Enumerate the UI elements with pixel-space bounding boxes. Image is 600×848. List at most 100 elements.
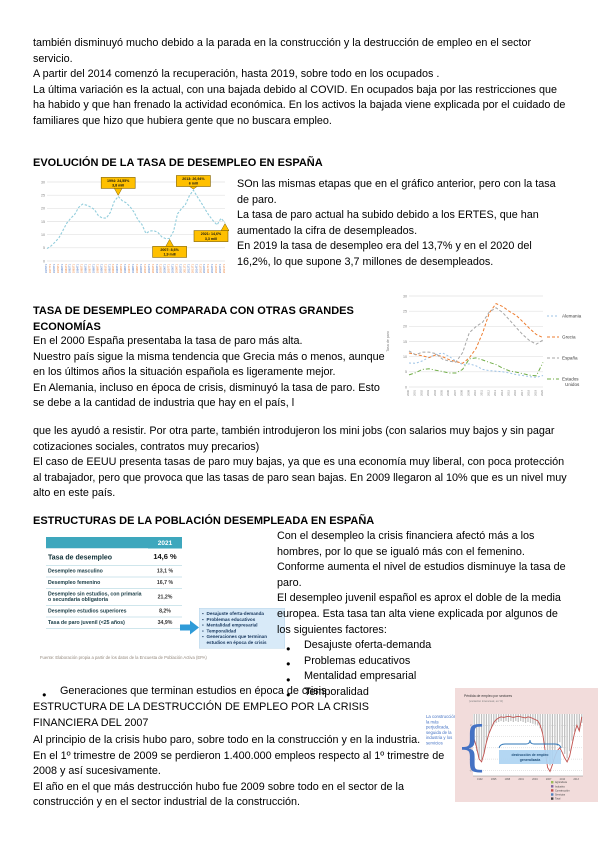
svg-text:2005T1: 2005T1 — [159, 264, 163, 274]
table-cell — [46, 537, 148, 549]
section-heading-comparada: TASA DE DESEMPLEO COMPARADA CON OTRAS GR… — [33, 305, 354, 333]
paragraph: también disminuyó mucho debido a la para… — [33, 37, 532, 65]
svg-text:2013: 2013 — [573, 778, 579, 781]
svg-text:2010T1: 2010T1 — [179, 264, 183, 274]
svg-text:1995T1: 1995T1 — [119, 264, 123, 274]
table-cell: Tasa de paro juvenil (<25 años) — [46, 617, 148, 629]
svg-text:2003: 2003 — [426, 390, 430, 396]
svg-text:2021T1: 2021T1 — [222, 264, 226, 274]
paragraph: Conforme aumenta el nivel de estudios di… — [277, 561, 566, 589]
table-year-header: 2021 — [148, 537, 182, 549]
svg-text:2001: 2001 — [518, 778, 524, 781]
comparison-chart: 0 5 10 15 20 25 30 Tasa de paro 2000 2001 2002 2003… — [383, 286, 597, 420]
factors-list: Desajuste oferta-demanda Problemas educa… — [202, 611, 283, 646]
table-cell: Tasa de desempleo — [46, 548, 148, 566]
factor-item: Generaciones que terminan estudios en ép… — [202, 634, 283, 646]
bullet-item: Generaciones que terminan estudios en ép… — [33, 684, 493, 702]
bullet-continuation-list: Generaciones que terminan estudios en ép… — [33, 684, 493, 702]
svg-text:2013: 26,94%: 2013: 26,94% — [182, 177, 205, 181]
svg-text:2017: 2017 — [520, 390, 524, 396]
svg-text:2002T1: 2002T1 — [147, 264, 151, 274]
svg-text:2020: 2020 — [540, 390, 544, 396]
svg-text:Unidos: Unidos — [565, 382, 580, 387]
table-header-row: 2021 — [46, 537, 182, 549]
paragraph: El año en el que más destrucción hubo fu… — [33, 780, 404, 809]
table-row: Tasa de paro juvenil (<25 años) 34,9% — [46, 617, 182, 629]
svg-text:2014: 2014 — [500, 390, 504, 396]
unemployment-table-figure: 2021 Tasa de desempleo 14,6 % Desempleo … — [46, 537, 182, 629]
svg-text:0: 0 — [405, 385, 407, 389]
svg-text:1976T1: 1976T1 — [44, 264, 48, 274]
svg-text:1984T1: 1984T1 — [76, 264, 80, 274]
svg-text:5: 5 — [43, 246, 45, 250]
svg-text:25: 25 — [403, 310, 407, 314]
svg-text:1992: 1992 — [477, 778, 483, 781]
svg-text:1985T1: 1985T1 — [80, 264, 84, 274]
margin-annotation-wrap: La construcción es la más perjudicada, s… — [426, 714, 464, 746]
svg-text:1994: 24,55%: 1994: 24,55% — [107, 179, 130, 183]
table-row: Desempleo estudios superiores 8,2% — [46, 605, 182, 618]
paragraph: En el 1º trimestre de 2009 se perdieron … — [33, 749, 445, 778]
svg-text:1995: 1995 — [491, 778, 497, 781]
table-cell: 34,9% — [148, 617, 182, 629]
table-cell: Desempleo estudios superiores — [46, 605, 148, 618]
svg-text:2006: 2006 — [446, 390, 450, 396]
table-cell: 14,6 % — [148, 548, 182, 566]
svg-text:2001T1: 2001T1 — [143, 264, 147, 274]
svg-text:Agricultura: Agricultura — [555, 781, 568, 784]
svg-text:2007: 2007 — [546, 778, 552, 781]
svg-text:Servicios: Servicios — [555, 794, 566, 797]
comparada-text-narrow: En el 2000 España presentaba la tasa de … — [33, 334, 389, 412]
svg-text:2014T1: 2014T1 — [194, 264, 198, 274]
section-heading-estructuras: ESTRUCTURAS DE LA POBLACIÓN DESEMPLEADA … — [33, 515, 375, 527]
svg-text:2011: 2011 — [480, 389, 484, 395]
svg-text:1979T1: 1979T1 — [56, 264, 60, 274]
table-cell: Desempleo femenino — [46, 577, 148, 589]
svg-text:2009T1: 2009T1 — [175, 264, 179, 274]
unemployment-table: 2021 Tasa de desempleo 14,6 % Desempleo … — [46, 537, 182, 629]
svg-text:Tasa de paro: Tasa de paro — [386, 331, 390, 352]
svg-text:2011T1: 2011T1 — [182, 264, 186, 273]
svg-text:1987T1: 1987T1 — [88, 264, 92, 274]
table-row: Tasa de desempleo 14,6 % — [46, 548, 182, 566]
paragraph: Con el desempleo la crisis financiera af… — [277, 530, 535, 558]
svg-text:15: 15 — [41, 220, 45, 224]
svg-text:España: España — [562, 356, 578, 361]
svg-text:30: 30 — [403, 294, 407, 298]
paragraph: La tasa de paro actual ha subido debido … — [237, 209, 539, 237]
section-heading-destruccion: ESTRUCTURA DE LA DESTRUCCIÓN DE EMPLEO P… — [33, 701, 369, 729]
table-cell: 13,1 % — [148, 565, 182, 578]
svg-text:2015: 2015 — [507, 390, 511, 396]
svg-text:25: 25 — [41, 194, 45, 198]
svg-text:2021: 14,6%: 2021: 14,6% — [201, 232, 222, 236]
svg-text:2003T1: 2003T1 — [151, 264, 155, 274]
svg-text:1983T1: 1983T1 — [72, 264, 76, 274]
svg-text:Alemania: Alemania — [562, 314, 582, 319]
unemployment-evolution-chart: 0 5 10 15 20 25 30 1976T1 1977T1 1978T1 1979T1 1980… — [33, 175, 230, 288]
paragraph: Nuestro país sigue la misma tendencia qu… — [33, 350, 385, 379]
section-heading-evolucion: EVOLUCIÓN DE LA TASA DE DESEMPLEO EN ESP… — [33, 157, 323, 169]
svg-text:2010: 2010 — [560, 778, 566, 781]
paragraph: El caso de EEUU presenta tasas de paro m… — [33, 456, 567, 500]
employment-destruction-chart: Pérdida de empleo por sectores (variación… — [455, 688, 598, 802]
paragraph: SOn las mismas etapas que en el gráfico … — [237, 178, 556, 206]
svg-text:2016: 2016 — [513, 390, 517, 396]
svg-text:Construcción: Construcción — [555, 789, 570, 792]
svg-text:2018T1: 2018T1 — [210, 264, 214, 274]
svg-text:1998T1: 1998T1 — [131, 264, 135, 274]
svg-text:Pérdida de empleo por sectores: Pérdida de empleo por sectores — [464, 694, 512, 698]
svg-text:15: 15 — [403, 340, 407, 344]
svg-text:6 mill: 6 mill — [189, 182, 198, 186]
svg-text:2004: 2004 — [532, 778, 538, 781]
svg-text:2018: 2018 — [527, 390, 531, 396]
svg-text:2020T1: 2020T1 — [218, 264, 222, 274]
svg-text:Estados: Estados — [562, 377, 579, 382]
svg-text:2013: 2013 — [493, 390, 497, 396]
svg-text:2004T1: 2004T1 — [155, 264, 159, 274]
svg-text:-6: -6 — [469, 769, 472, 772]
svg-text:1982T1: 1982T1 — [68, 264, 72, 274]
svg-text:1994T1: 1994T1 — [115, 264, 119, 274]
table-row: Desempleo masculino 13,1 % — [46, 565, 182, 578]
table-caption: Fuente: Elaboración propia a partir de l… — [40, 655, 207, 660]
svg-text:2015T1: 2015T1 — [198, 264, 202, 274]
